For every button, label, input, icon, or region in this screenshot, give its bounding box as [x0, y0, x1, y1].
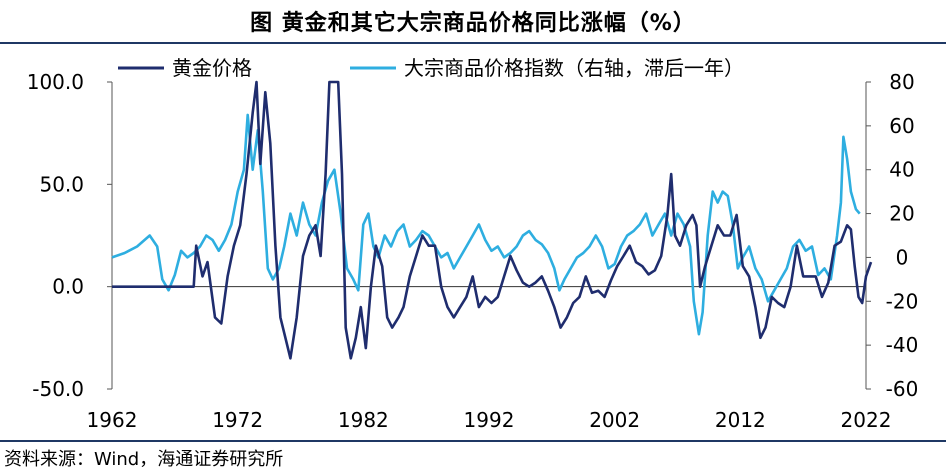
series-line-gold — [112, 80, 873, 360]
left-tick-label: 0.0 — [52, 275, 84, 299]
right-tick-label: 0 — [896, 245, 909, 269]
chart-area: 100.0 50.0 0.0 -50.0 80 60 40 20 0 -20 -40 -60 1962 1… — [27, 56, 919, 432]
right-tick-label: 20 — [889, 202, 914, 226]
right-tick-label: 80 — [889, 70, 914, 94]
x-tick-label: 1982 — [338, 408, 389, 432]
right-tick-label: 40 — [889, 158, 914, 182]
x-tick-label: 2022 — [841, 408, 892, 432]
chart-title: 图 黄金和其它大宗商品价格同比涨幅（%） — [250, 11, 696, 36]
series-line-commodity — [111, 113, 861, 336]
left-tick-label: 50.0 — [39, 172, 84, 196]
x-tick-label: 1962 — [87, 408, 138, 432]
legend-label-gold: 黄金价格 — [172, 56, 252, 80]
x-tick-label: 2012 — [715, 408, 766, 432]
title-bar: 图 黄金和其它大宗商品价格同比涨幅（%） — [0, 0, 946, 44]
x-tick-label: 1992 — [464, 408, 515, 432]
source-note: 资料来源：Wind，海通证券研究所 — [4, 449, 284, 470]
x-tick-label: 2002 — [589, 408, 640, 432]
axes: 100.0 50.0 0.0 -50.0 80 60 40 20 0 -20 -40 -60 1962 1… — [27, 70, 919, 432]
series-layer — [111, 80, 873, 360]
legend: 黄金价格 大宗商品价格指数（右轴，滞后一年） — [118, 56, 744, 80]
x-tick-label: 1972 — [212, 408, 263, 432]
right-tick-label: -20 — [886, 289, 919, 313]
left-tick-label: 100.0 — [27, 70, 84, 94]
legend-label-commodity: 大宗商品价格指数（右轴，滞后一年） — [404, 56, 744, 80]
right-tick-label: 60 — [889, 114, 914, 138]
right-tick-label: -40 — [886, 333, 919, 357]
source-bar: 资料来源：Wind，海通证券研究所 — [0, 440, 946, 470]
right-tick-label: -60 — [886, 377, 919, 401]
left-tick-label: -50.0 — [32, 377, 84, 401]
